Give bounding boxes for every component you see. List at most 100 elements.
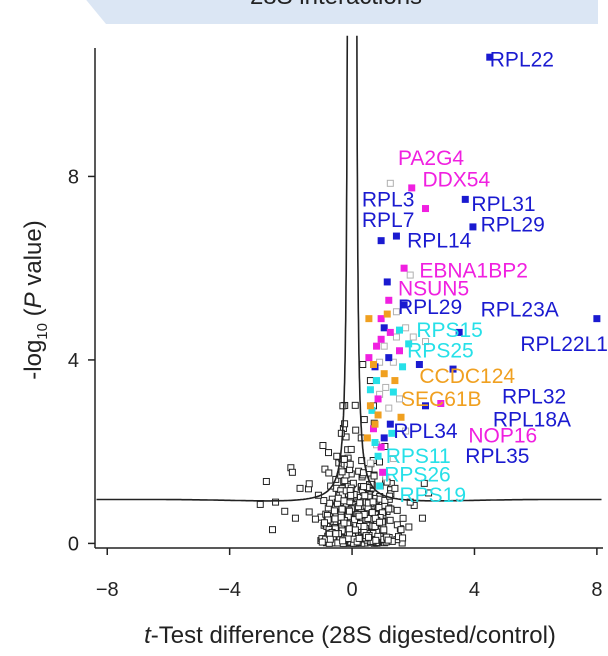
significant-point-rpl — [461, 195, 469, 203]
background-point — [356, 499, 364, 507]
significant-point-other — [363, 434, 371, 442]
significant-point-rpl — [469, 223, 477, 231]
background-point — [385, 505, 393, 513]
significant-points — [363, 53, 601, 490]
background-point — [366, 377, 374, 385]
background-point — [288, 468, 296, 476]
protein-label: RPL22L1 — [520, 333, 608, 356]
background-point — [321, 519, 329, 527]
background-points — [256, 361, 433, 547]
background-point — [380, 526, 388, 534]
background-point — [346, 460, 354, 468]
background-point — [399, 534, 407, 542]
background-point — [340, 455, 348, 463]
grey-point — [402, 324, 410, 332]
significant-point-nucleolar — [365, 354, 373, 362]
significant-point-nucleolar — [437, 400, 445, 408]
background-point — [365, 533, 373, 541]
grey-point — [392, 333, 400, 341]
background-point — [325, 449, 333, 457]
protein-label: RPL32 — [502, 386, 566, 409]
background-point — [340, 497, 348, 505]
background-point — [331, 515, 339, 523]
background-point — [320, 497, 328, 505]
background-point — [337, 429, 345, 437]
significant-point-rps — [395, 326, 403, 334]
background-point — [376, 458, 384, 466]
x-tick-label: 8 — [591, 579, 602, 601]
significant-point-nucleolar — [374, 395, 382, 403]
background-point — [318, 538, 326, 546]
significant-point-rps — [368, 406, 376, 414]
background-point — [381, 496, 389, 504]
x-axis-title: t-Test difference (28S digested/control) — [144, 622, 556, 649]
significant-point-rps — [371, 438, 379, 446]
y-axis-title-prefix: -log — [20, 340, 47, 380]
significant-point-nucleolar — [377, 335, 385, 343]
background-point — [352, 426, 360, 434]
background-point — [371, 514, 379, 522]
significant-point-other — [365, 315, 373, 323]
background-point — [425, 489, 433, 497]
background-point — [326, 499, 334, 507]
background-point — [406, 498, 414, 506]
significant-point-other — [374, 411, 382, 419]
background-point — [281, 507, 289, 515]
axes: −8 −4 0 4 8 0 4 8 — [68, 48, 603, 601]
significant-point-rps — [388, 429, 396, 437]
background-point — [359, 361, 367, 369]
background-point — [325, 469, 333, 477]
x-axis-title-rest: -Test difference (28S digested/control) — [151, 622, 556, 649]
background-point — [399, 514, 407, 522]
significant-point-other — [391, 377, 399, 385]
background-point — [332, 530, 340, 538]
protein-label: CCDC124 — [419, 365, 515, 388]
background-point — [372, 536, 380, 544]
background-point — [333, 452, 341, 460]
background-point — [262, 477, 270, 485]
background-point — [355, 534, 363, 542]
background-point — [347, 491, 355, 499]
grey-point — [366, 459, 374, 467]
significant-point-nucleolar — [408, 184, 416, 192]
protein-label: RPL18A — [493, 408, 571, 431]
background-point — [272, 498, 280, 506]
significant-point-nucleolar — [379, 468, 387, 476]
significant-point-rps — [373, 377, 381, 385]
y-axis-title: -log10 (P value) — [20, 220, 51, 379]
protein-label: RPL29 — [481, 213, 545, 236]
significant-point-rpl — [385, 354, 393, 362]
background-point — [405, 523, 413, 531]
grey-point — [389, 358, 397, 366]
significance-threshold-curves — [96, 35, 602, 502]
significant-point-rps — [399, 363, 407, 371]
significant-point-other — [380, 370, 388, 378]
significant-point-rps — [389, 388, 397, 396]
background-point — [351, 401, 359, 409]
significant-point-nucleolar — [377, 443, 385, 451]
protein-label: RPL23A — [481, 298, 559, 321]
protein-label: PA2G4 — [398, 147, 464, 170]
y-tick-label: 8 — [68, 166, 79, 188]
protein-label: RPS11 — [386, 445, 451, 468]
y-axis-title-suffix: value) — [20, 220, 47, 292]
protein-label: RPL3 — [362, 188, 415, 211]
significant-point-rps — [366, 386, 374, 394]
background-point — [384, 536, 392, 544]
protein-label: NSUN5 — [398, 278, 469, 301]
grey-point — [386, 179, 394, 187]
background-point — [268, 526, 276, 534]
protein-label: RPL31 — [471, 193, 535, 216]
x-tick-label: 0 — [346, 579, 357, 601]
background-point — [386, 516, 394, 524]
background-point — [338, 468, 346, 476]
threshold-curve — [356, 35, 602, 502]
significant-point-rpl — [380, 324, 388, 332]
background-point — [397, 526, 405, 534]
background-point — [360, 483, 368, 491]
threshold-curve — [96, 35, 349, 502]
significant-point-nucleolar — [386, 328, 394, 336]
protein-label: DDX54 — [422, 169, 490, 192]
